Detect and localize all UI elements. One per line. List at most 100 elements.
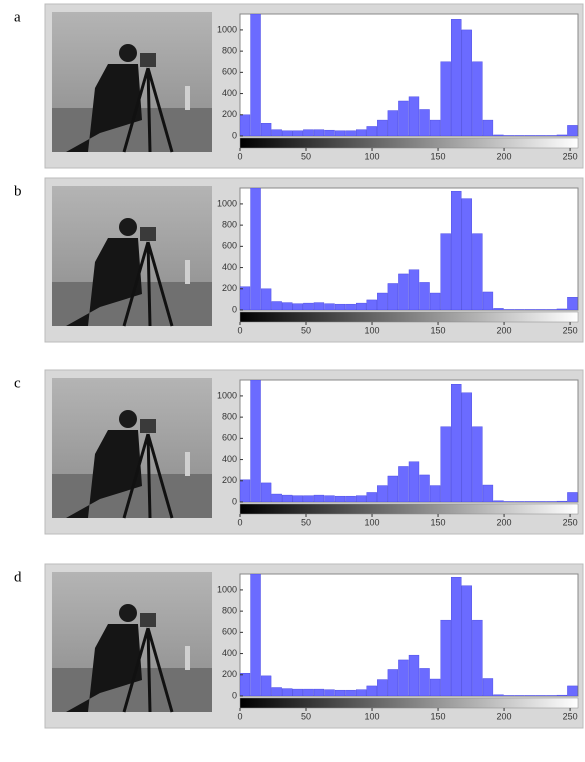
photo: [52, 186, 212, 327]
bar: [482, 678, 494, 696]
building: [185, 86, 190, 110]
y-tick-label: 800: [222, 220, 237, 230]
y-tick-label: 200: [222, 109, 237, 119]
bar: [313, 688, 325, 696]
bar: [282, 302, 293, 310]
bar: [451, 384, 462, 502]
bar: [345, 130, 356, 136]
bar: [282, 688, 293, 696]
bar: [271, 493, 282, 502]
bar: [387, 283, 399, 310]
x-tick-label: 0: [237, 711, 242, 721]
x-tick-label: 250: [563, 151, 578, 161]
bar: [355, 495, 367, 502]
bar: [387, 669, 399, 696]
bar: [355, 689, 367, 696]
y-tick-label: 0: [232, 130, 237, 140]
bars: [240, 380, 578, 502]
bar: [250, 380, 261, 502]
bar: [503, 309, 515, 310]
bar: [366, 126, 377, 136]
x-tick-label: 200: [497, 325, 512, 335]
gray-bar: [239, 503, 579, 515]
bar: [303, 495, 314, 502]
x-tick-label: 0: [237, 325, 242, 335]
x-tick-label: 100: [365, 517, 380, 527]
bars: [240, 188, 578, 310]
bar: [461, 198, 472, 310]
bar: [250, 188, 261, 310]
bar: [240, 672, 251, 696]
bar: [503, 695, 515, 696]
bar: [408, 96, 420, 136]
building: [185, 452, 190, 476]
bar: [514, 695, 525, 696]
bar: [546, 135, 557, 136]
bar: [408, 654, 420, 696]
x-tick-label: 200: [497, 711, 512, 721]
bar: [440, 61, 451, 136]
bar: [472, 426, 483, 502]
bar: [345, 303, 356, 310]
bar: [514, 135, 525, 136]
x-tick-label: 150: [431, 711, 446, 721]
bar: [524, 501, 536, 502]
bar: [451, 190, 462, 310]
bar: [398, 466, 409, 502]
y-tick-label: 600: [222, 433, 237, 443]
bar: [271, 301, 282, 310]
bar: [440, 233, 451, 310]
bar: [366, 685, 377, 696]
bar: [313, 494, 325, 502]
head: [119, 410, 137, 428]
bar: [292, 130, 303, 136]
bar: [355, 302, 367, 310]
bar: [567, 492, 578, 502]
x-tick-label: 50: [301, 711, 311, 721]
y-tick-label: 200: [222, 475, 237, 485]
panel-label: d: [14, 569, 22, 585]
panel-label: b: [14, 183, 22, 199]
camera: [140, 613, 156, 627]
x-tick-label: 0: [237, 151, 242, 161]
bar: [345, 495, 356, 502]
bar: [429, 292, 441, 310]
building: [185, 646, 190, 670]
body: [66, 64, 142, 152]
bar: [324, 689, 335, 696]
bar: [482, 119, 494, 136]
bar: [303, 129, 314, 136]
bar: [408, 461, 420, 502]
tripod: [122, 241, 174, 327]
camera: [140, 419, 156, 433]
bar: [387, 110, 399, 136]
bar: [472, 619, 483, 696]
bar: [260, 482, 272, 502]
x-tick-label: 200: [497, 151, 512, 161]
bar: [250, 14, 261, 136]
bar: [345, 689, 356, 696]
y-tick-label: 200: [222, 283, 237, 293]
bar: [240, 114, 251, 136]
bar: [260, 675, 272, 696]
bar: [240, 286, 251, 310]
bar: [451, 19, 462, 136]
x-tick-label: 250: [563, 517, 578, 527]
y-tick-label: 400: [222, 88, 237, 98]
head: [119, 604, 137, 622]
x-tick-label: 0: [237, 517, 242, 527]
panel: c 0 200 400 600 800 1000 0 50 100 150 200 250: [14, 369, 584, 535]
bar: [514, 501, 525, 502]
bar: [493, 694, 504, 696]
y-tick-label: 800: [222, 412, 237, 422]
head: [119, 44, 137, 62]
bar: [292, 688, 303, 696]
bar: [334, 495, 346, 502]
camera: [140, 53, 156, 67]
y-tick-label: 400: [222, 648, 237, 658]
bar: [419, 109, 430, 136]
y-tick-label: 600: [222, 67, 237, 77]
bar: [524, 135, 536, 136]
